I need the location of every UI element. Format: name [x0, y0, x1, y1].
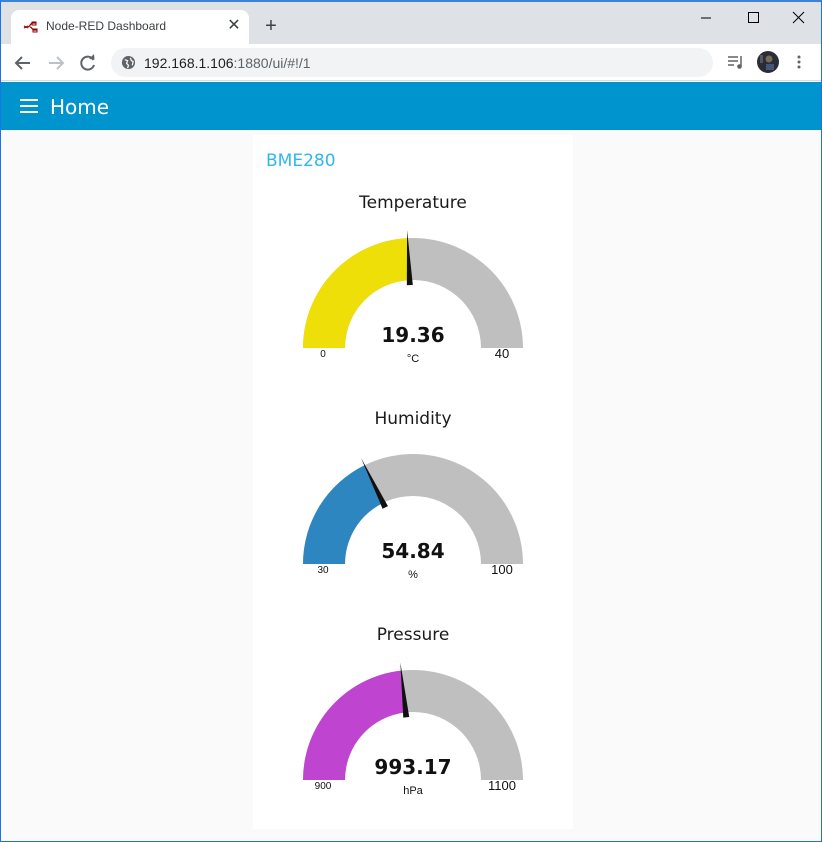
- more-menu-icon[interactable]: [795, 54, 803, 70]
- gauge-needle: [361, 458, 388, 509]
- url-host: 192.168.1.106: [144, 55, 234, 71]
- hamburger-menu-icon[interactable]: [20, 99, 38, 113]
- browser-tab[interactable]: Node-RED Dashboard ✕: [11, 10, 249, 44]
- globe-icon[interactable]: [121, 55, 136, 70]
- gauge-units: %: [408, 569, 418, 581]
- gauge-dial: [303, 230, 523, 348]
- gauge-value: 993.17: [374, 755, 452, 779]
- tab-strip: Node-RED Dashboard ✕ +: [1, 2, 821, 44]
- browser-toolbar: 192.168.1.106:1880/ui/#!/1: [1, 44, 821, 81]
- dashboard-toolbar: Home: [1, 82, 821, 130]
- gauge-min: 0: [320, 349, 326, 360]
- page-title: Home: [50, 95, 110, 119]
- gauge-label: Humidity: [374, 409, 452, 429]
- gauge-units: °C: [406, 353, 420, 365]
- maximize-icon[interactable]: [738, 8, 768, 28]
- gauge-max: 40: [494, 346, 510, 361]
- gauge-max: 100: [491, 562, 513, 577]
- url-text[interactable]: 192.168.1.106:1880/ui/#!/1: [144, 55, 311, 71]
- forward-arrow-icon[interactable]: [45, 52, 67, 74]
- reload-icon[interactable]: [77, 52, 99, 74]
- back-arrow-icon[interactable]: [12, 52, 34, 74]
- window-close-icon[interactable]: [784, 8, 814, 28]
- gauge-dial: [303, 454, 523, 564]
- media-playlist-icon[interactable]: [727, 54, 745, 70]
- group-card-bme280: BME280 Temperature 19.36 °C 0 40 Humidit…: [253, 135, 573, 829]
- gauge-value: 19.36: [381, 323, 445, 347]
- gauge-dial: [303, 662, 523, 780]
- close-tab-icon[interactable]: ✕: [227, 17, 241, 34]
- gauge-min: 30: [317, 565, 329, 576]
- gauge-needle: [400, 662, 410, 718]
- gauge-pressure: Pressure 993.17 hPa 900 1100: [253, 625, 573, 835]
- gauge-label: Temperature: [359, 193, 467, 213]
- gauge-label: Pressure: [376, 625, 450, 645]
- gauge-temperature: Temperature 19.36 °C 0 40: [253, 193, 573, 403]
- gauge-humidity: Humidity 54.84 % 30 100: [253, 409, 573, 619]
- address-bar[interactable]: 192.168.1.106:1880/ui/#!/1: [111, 48, 713, 77]
- tab-title: Node-RED Dashboard: [46, 19, 167, 33]
- gauge-min: 900: [314, 781, 332, 792]
- group-title: BME280: [266, 151, 336, 171]
- gauge-needle: [406, 230, 413, 286]
- profile-avatar[interactable]: [757, 51, 779, 73]
- gauge-max: 1100: [488, 778, 516, 793]
- gauge-units: hPa: [403, 785, 423, 797]
- minimize-icon[interactable]: [691, 8, 721, 28]
- new-tab-button[interactable]: +: [265, 15, 277, 37]
- url-path: :1880/ui/#!/1: [233, 55, 311, 71]
- gauge-value: 54.84: [381, 539, 445, 563]
- node-red-favicon-icon: [23, 21, 38, 33]
